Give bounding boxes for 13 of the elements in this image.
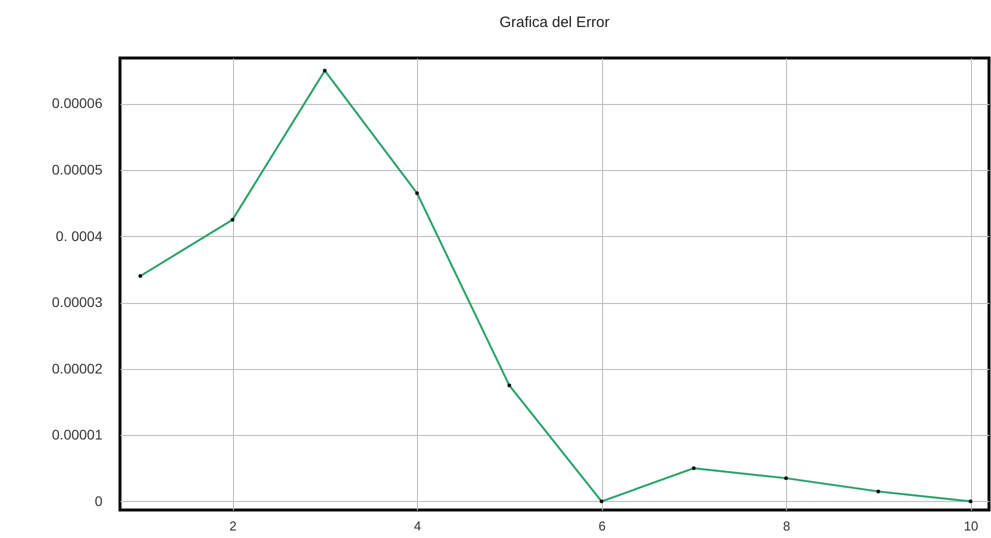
chart-title: Grafica del Error [499, 14, 610, 31]
x-tick-label: 10 [964, 518, 978, 534]
x-tick-label: 8 [782, 518, 790, 534]
y-tick-label: 0.00005 [52, 162, 103, 178]
y-tick-label: 0.00003 [52, 294, 103, 310]
y-tick-label: 0.00006 [52, 95, 103, 112]
x-tick-label: 2 [229, 518, 237, 534]
y-tick-label: 0. 0004 [56, 228, 103, 244]
x-tick-label: 6 [598, 518, 606, 534]
y-tick-label: 0 [94, 492, 103, 509]
x-tick-label: 4 [414, 518, 422, 534]
y-tick-label: 0.00001 [52, 426, 103, 443]
y-tick-label: 0.00002 [52, 360, 103, 376]
